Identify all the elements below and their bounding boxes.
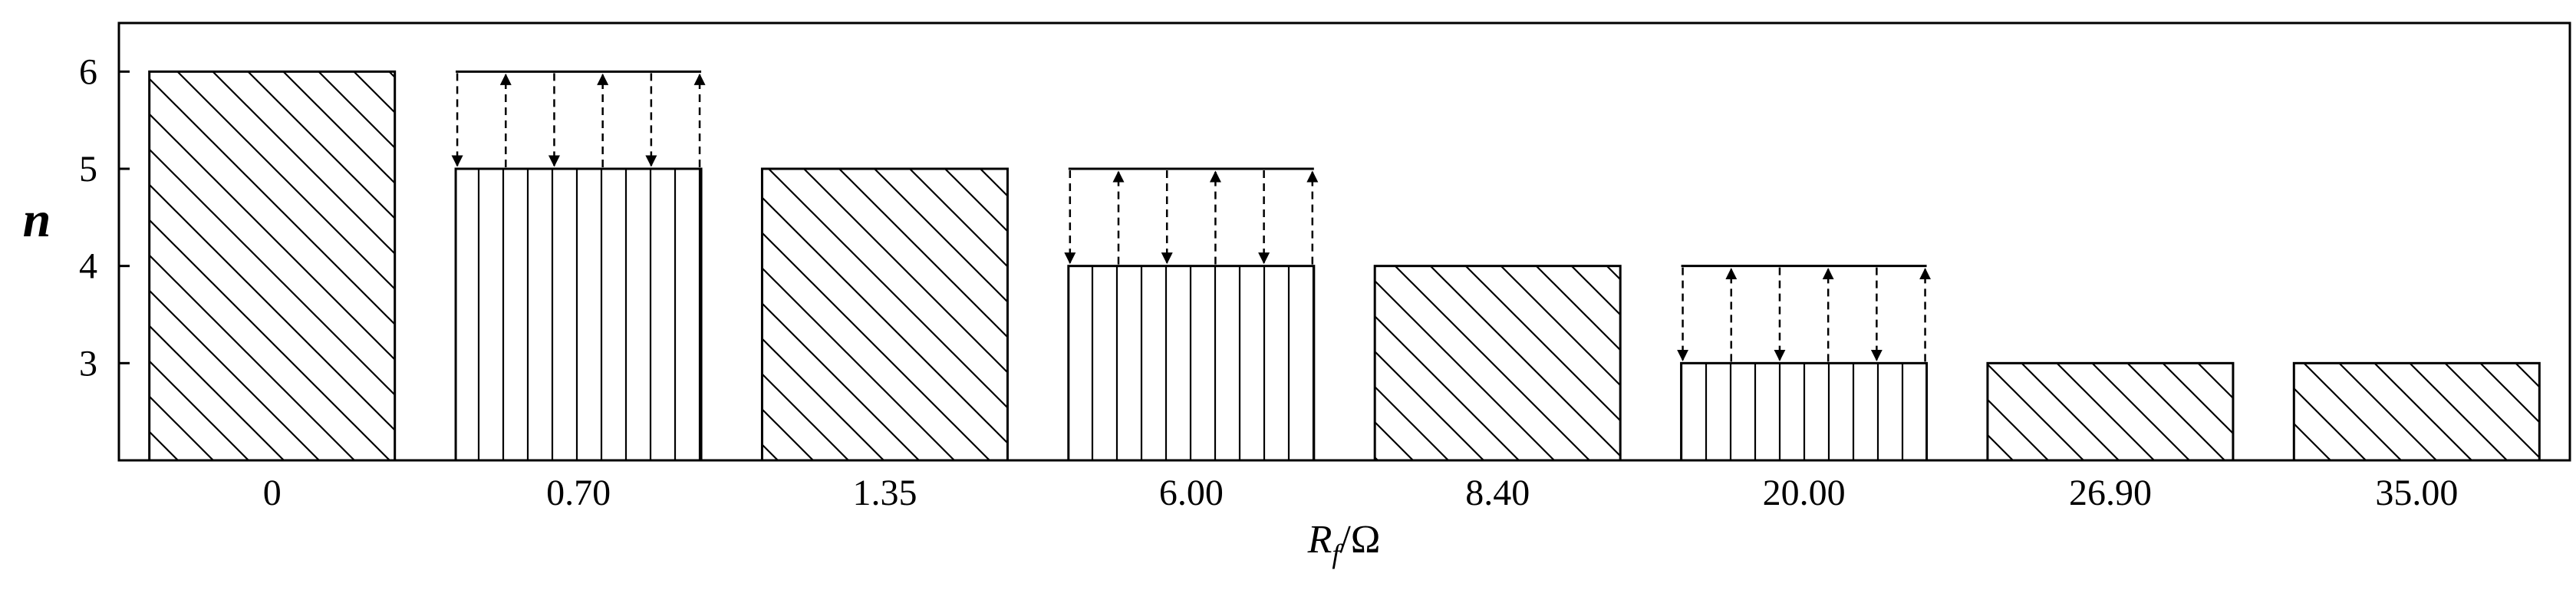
x-axis-title-main: R [1307,518,1332,562]
bar-20.00 [1680,361,1929,462]
x-axis-title-unit: /Ω [1339,518,1380,562]
bar-0 [148,70,397,462]
x-tick-label-0.70: 0.70 [546,473,611,513]
y-tick-label-5: 5 [79,149,97,190]
x-tick-label-35.00: 35.00 [2375,473,2458,513]
x-tick-label-20.00: 20.00 [1763,473,1846,513]
x-tick-label-1.35: 1.35 [852,473,917,513]
switching-arrows [451,70,1932,362]
y-tick-label-4: 4 [79,246,97,287]
x-tick-label-0: 0 [263,473,282,513]
y-tick-label-6: 6 [79,51,97,92]
bar-35.00 [2292,361,2541,462]
x-axis-tick-labels: 0 0.70 1.35 6.00 8.40 20.00 26.90 35.00 [263,473,2459,513]
bar-1.35 [760,167,1009,462]
y-axis-title: n [23,192,51,248]
bars [148,70,2541,462]
plot-frame [117,21,2571,462]
bar-26.90 [1986,361,2235,462]
x-axis-title: Rf/Ω [1307,518,1381,569]
y-axis-ticks: 3 4 5 6 [79,51,130,384]
y-tick-label-3: 3 [79,343,97,384]
x-tick-label-26.90: 26.90 [2069,473,2152,513]
bar-6.00 [1067,265,1316,462]
bar-0.70 [454,167,703,462]
bar-8.40 [1373,265,1622,462]
x-tick-label-6.00: 6.00 [1159,473,1224,513]
x-tick-label-8.40: 8.40 [1465,473,1530,513]
